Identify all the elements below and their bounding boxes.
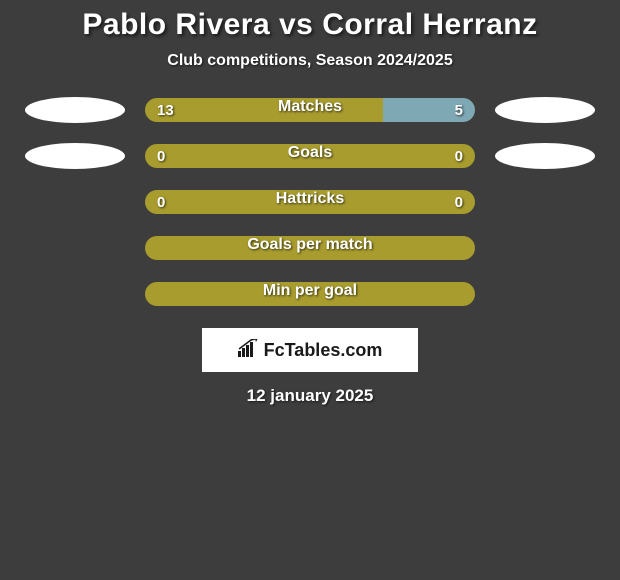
player-marker-right	[495, 97, 595, 123]
stat-row: 00Goals	[0, 144, 620, 168]
player-marker-right	[495, 143, 595, 169]
infographic-container: Pablo Rivera vs Corral Herranz Club comp…	[0, 0, 620, 406]
stat-bar: Min per goal	[145, 282, 475, 306]
player-marker-left	[25, 97, 125, 123]
stat-value-left: 13	[157, 102, 174, 119]
watermark-label: FcTables.com	[264, 340, 383, 361]
chart-icon	[238, 339, 260, 362]
stat-row: Min per goal	[0, 282, 620, 306]
stat-value-right: 0	[455, 148, 463, 165]
stat-row: 135Matches	[0, 98, 620, 122]
stat-row: 00Hattricks	[0, 190, 620, 214]
page-title: Pablo Rivera vs Corral Herranz	[0, 8, 620, 42]
stat-bar: 00Hattricks	[145, 190, 475, 214]
player-marker-left	[25, 143, 125, 169]
stat-bar: 00Goals	[145, 144, 475, 168]
watermark-box: FcTables.com	[202, 328, 418, 372]
watermark-text: FcTables.com	[238, 339, 383, 362]
stat-rows: 135Matches00Goals00HattricksGoals per ma…	[0, 98, 620, 306]
stat-value-left: 0	[157, 194, 165, 211]
stat-value-right: 0	[455, 194, 463, 211]
stat-value-left: 0	[157, 148, 165, 165]
stat-value-right: 5	[455, 102, 463, 119]
stat-row: Goals per match	[0, 236, 620, 260]
stat-bar: Goals per match	[145, 236, 475, 260]
date-label: 12 january 2025	[0, 386, 620, 406]
subtitle: Club competitions, Season 2024/2025	[0, 52, 620, 70]
stat-bar: 135Matches	[145, 98, 475, 122]
